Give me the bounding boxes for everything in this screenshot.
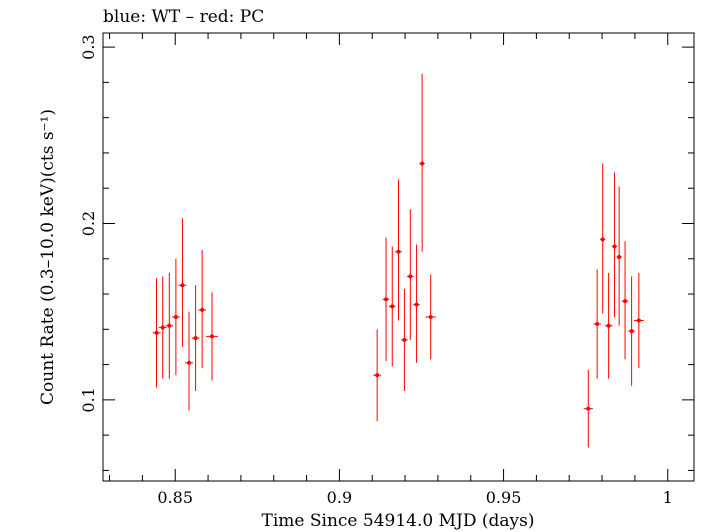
point-marker [420, 161, 425, 166]
point-marker [612, 244, 617, 249]
chart-title: blue: WT – red: PC [103, 7, 264, 27]
point-marker [160, 325, 165, 330]
data-point [382, 237, 390, 362]
data-point [395, 179, 402, 321]
data-point [593, 269, 602, 379]
point-marker [200, 307, 205, 312]
data-point [621, 241, 629, 360]
point-marker [193, 336, 198, 341]
point-marker [428, 314, 433, 319]
data-point [419, 73, 425, 252]
data-point [616, 186, 622, 326]
data-point [191, 285, 200, 392]
data-point [401, 288, 408, 392]
y-axis-label: Count Rate (0.3–10.0 keV)(cts s⁻¹) [38, 109, 58, 405]
data-point [604, 272, 613, 379]
x-tick-label: 1 [663, 488, 673, 507]
y-tick-label: 0.1 [79, 387, 98, 412]
data-point [407, 209, 414, 340]
point-marker [375, 373, 380, 378]
point-marker [408, 274, 413, 279]
data-point [198, 249, 207, 369]
point-marker [402, 337, 407, 342]
data-point [373, 329, 382, 422]
data-point [206, 292, 218, 381]
axis-tick-labels: 0.85 0.9 0.95 1 0.1 0.2 0.3 [79, 34, 673, 507]
data-point [388, 246, 396, 367]
data-point [600, 163, 606, 314]
point-marker [167, 323, 172, 328]
data-point [611, 172, 618, 317]
data-point [633, 272, 644, 369]
point-marker [210, 334, 215, 339]
data-point [583, 369, 593, 448]
x-axis-label: Time Since 54914.0 MJD (days) [262, 511, 535, 531]
point-marker [154, 330, 159, 335]
point-marker [623, 299, 628, 304]
x-tick-label: 0.95 [486, 488, 522, 507]
point-marker [617, 255, 622, 259]
point-marker [180, 283, 185, 288]
point-marker [396, 249, 401, 254]
x-tick-label: 0.85 [157, 488, 193, 507]
point-marker [586, 406, 591, 411]
y-tick-label: 0.2 [79, 211, 98, 236]
point-marker [390, 304, 395, 309]
data-point [425, 274, 436, 360]
data-point [413, 244, 420, 363]
data-point [158, 276, 167, 379]
point-marker [636, 318, 641, 323]
data-points [152, 73, 644, 448]
y-tick-label: 0.3 [79, 34, 98, 59]
axis-ticks [103, 33, 694, 481]
point-marker [629, 329, 634, 334]
data-point [171, 258, 180, 376]
data-point [165, 272, 174, 379]
point-marker [414, 302, 419, 307]
point-marker [595, 322, 600, 327]
x-tick-label: 0.9 [327, 488, 352, 507]
data-point [178, 218, 187, 347]
point-marker [606, 323, 611, 328]
point-marker [187, 360, 192, 365]
data-point [628, 276, 635, 386]
point-marker [600, 237, 605, 242]
plot-frame [102, 32, 695, 482]
point-marker [384, 297, 389, 302]
data-point [185, 311, 193, 411]
point-marker [173, 314, 178, 319]
data-point [152, 278, 161, 388]
